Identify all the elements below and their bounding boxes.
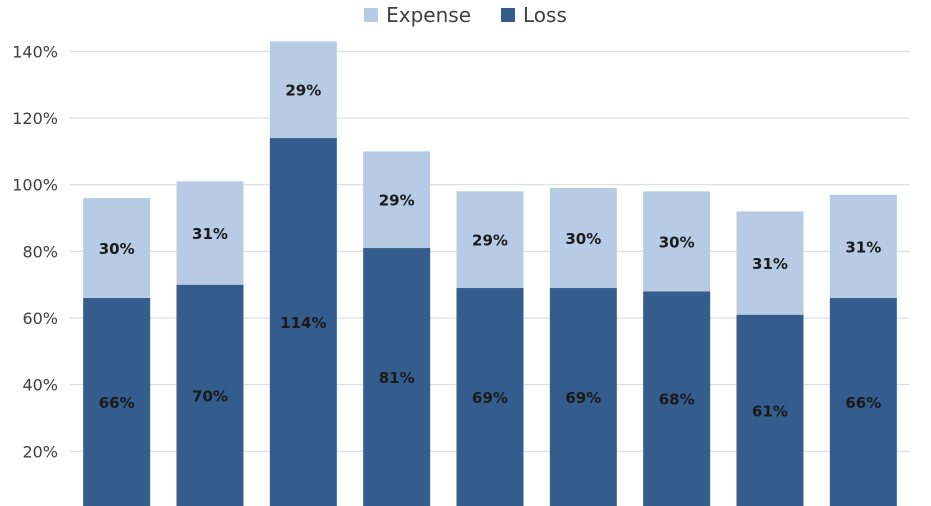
y-tick-label: 140%	[12, 42, 58, 61]
data-label-expense: 29%	[285, 82, 321, 100]
bar-loss	[363, 248, 431, 506]
bar-expense	[363, 151, 431, 249]
legend-item-loss: Loss	[501, 3, 567, 27]
data-label-loss: 68%	[659, 391, 695, 409]
data-label-expense: 29%	[472, 232, 508, 250]
data-label-loss: 69%	[565, 389, 601, 407]
bar-loss	[829, 298, 897, 506]
bar-expense	[83, 198, 151, 299]
bar-loss	[269, 138, 337, 506]
bar-loss	[83, 298, 151, 506]
y-tick-label: 100%	[12, 176, 58, 195]
bar-loss	[176, 284, 244, 506]
bar-loss	[549, 288, 617, 506]
bar-loss	[643, 291, 711, 506]
y-tick-label: 80%	[22, 242, 58, 261]
data-label-loss: 69%	[472, 389, 508, 407]
data-label-loss: 70%	[192, 387, 228, 405]
data-label-expense: 30%	[659, 233, 695, 251]
y-tick-label: 40%	[22, 376, 58, 395]
data-label-expense: 31%	[845, 238, 881, 256]
data-label-loss: 81%	[379, 369, 415, 387]
bar-expense	[829, 194, 897, 299]
legend-item-expense: Expense	[364, 3, 471, 27]
bar-expense	[176, 181, 244, 285]
data-label-expense: 31%	[752, 255, 788, 273]
data-label-expense: 29%	[379, 192, 415, 210]
bar-expense	[736, 211, 804, 315]
y-tick-label: 120%	[12, 109, 58, 128]
bar-expense	[549, 188, 617, 289]
bar-loss	[736, 314, 804, 506]
bar-expense	[269, 41, 337, 139]
bar-expense	[456, 191, 524, 289]
data-label-expense: 30%	[99, 240, 135, 258]
data-label-loss: 66%	[845, 394, 881, 412]
y-tick-label: 20%	[22, 442, 58, 461]
legend-swatch-loss	[501, 8, 515, 22]
bar-expense	[643, 191, 711, 292]
data-label-expense: 31%	[192, 225, 228, 243]
data-label-loss: 61%	[752, 402, 788, 420]
legend-label-loss: Loss	[523, 3, 567, 27]
data-label-loss: 66%	[99, 394, 135, 412]
legend: Expense Loss	[0, 0, 931, 30]
legend-swatch-expense	[364, 8, 379, 22]
legend-label-expense: Expense	[386, 3, 471, 27]
data-label-loss: 114%	[280, 314, 326, 332]
bar-loss	[456, 288, 524, 506]
y-tick-label: 60%	[22, 309, 58, 328]
data-label-expense: 30%	[565, 230, 601, 248]
